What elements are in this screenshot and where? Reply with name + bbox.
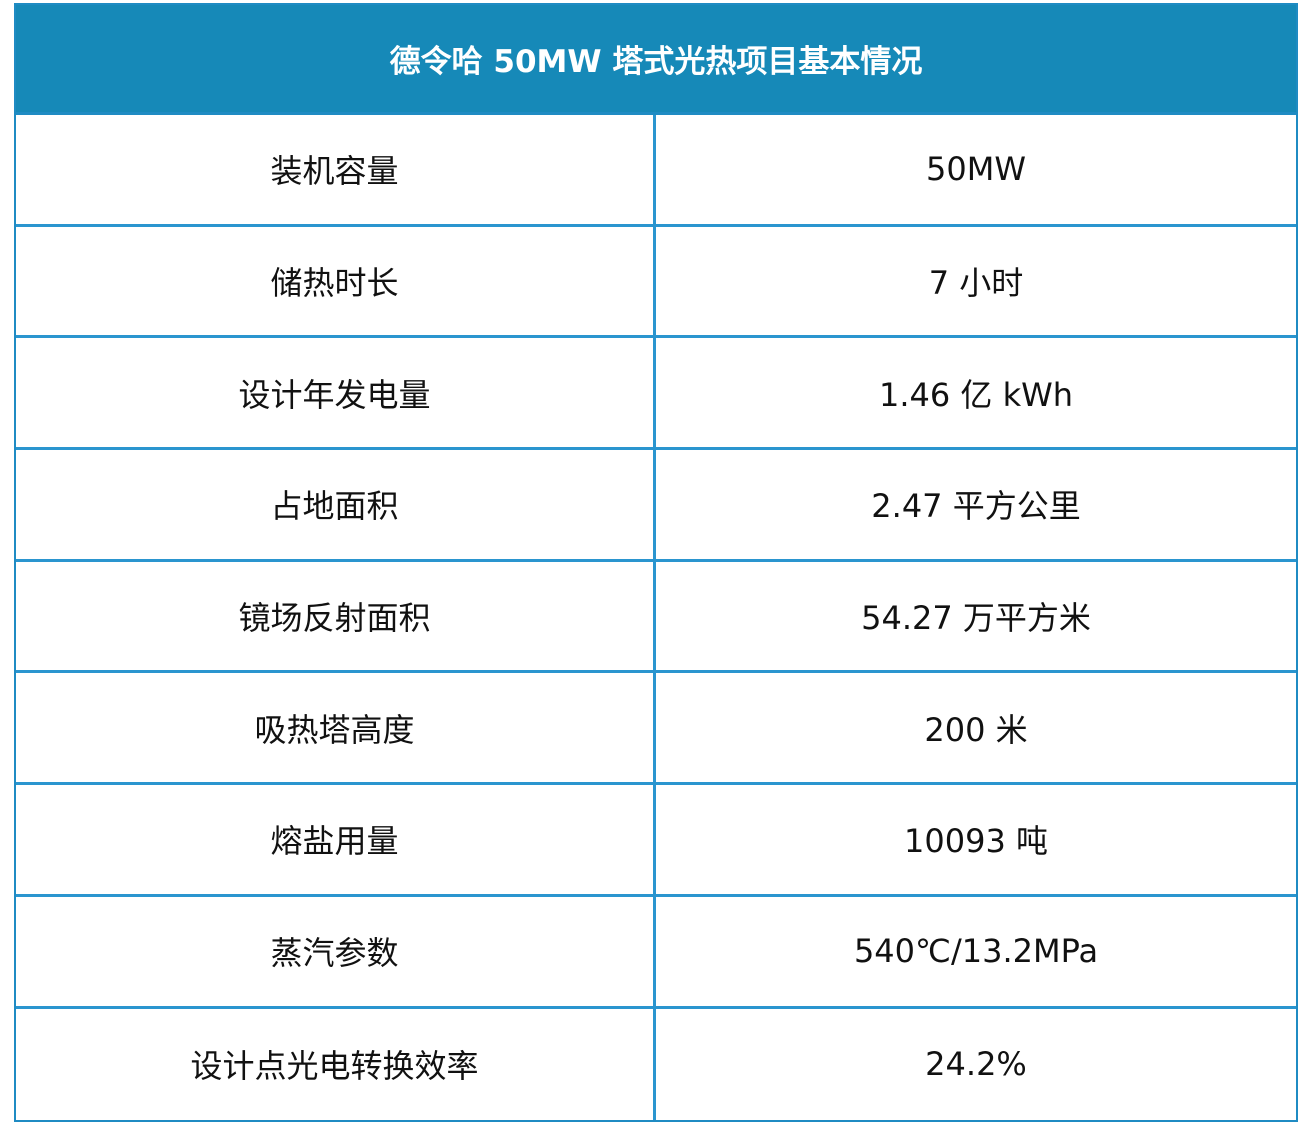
row-label: 装机容量 [16, 115, 656, 224]
table-row: 镜场反射面积 54.27 万平方米 [16, 561, 1296, 674]
table-row: 储热时长 7 小时 [16, 226, 1296, 339]
row-label: 储热时长 [16, 226, 656, 336]
row-label: 设计年发电量 [16, 338, 656, 448]
table-row: 吸热塔高度 200 米 [16, 673, 1296, 786]
row-value: 24.2% [925, 1045, 1027, 1084]
table-row: 占地面积 2.47 平方公里 [16, 450, 1296, 562]
row-value: 54.27 万平方米 [861, 599, 1091, 638]
row-value: 1.46 亿 kWh [878, 375, 1074, 414]
table-row: 熔盐用量 10093 吨 [16, 785, 1296, 897]
row-label: 占地面积 [16, 450, 656, 559]
row-value: 7 小时 [928, 264, 1024, 303]
table-row: 蒸汽参数 540℃/13.2MPa [16, 896, 1296, 1009]
row-value: 2.47 平方公里 [871, 487, 1081, 526]
row-value: 200 米 [924, 710, 1028, 749]
row-label: 设计点光电转换效率 [16, 1008, 656, 1121]
row-label: 镜场反射面积 [16, 561, 656, 671]
project-info-table: 德令哈 50MW 塔式光热项目基本情况 装机容量 50MW 储热时长 7 小时 … [14, 3, 1298, 1123]
row-value: 50MW [926, 150, 1026, 189]
row-value: 540℃/13.2MPa [853, 932, 1099, 971]
table-row: 设计点光电转换效率 24.2% [16, 1008, 1296, 1121]
row-value: 10093 吨 [904, 822, 1048, 861]
table-row: 设计年发电量 1.46 亿 kWh [16, 338, 1296, 451]
row-label: 蒸汽参数 [16, 896, 656, 1006]
table-row: 装机容量 50MW [16, 115, 1296, 227]
table-title: 德令哈 50MW 塔式光热项目基本情况 [16, 5, 1296, 115]
row-label: 吸热塔高度 [16, 673, 656, 783]
row-label: 熔盐用量 [16, 785, 656, 894]
